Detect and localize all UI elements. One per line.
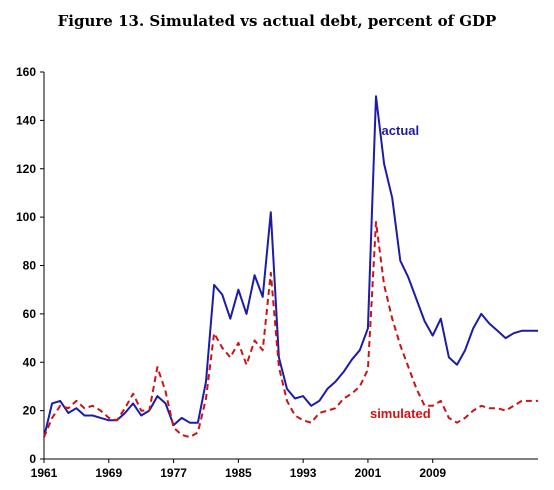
chart-title: Figure 13. Simulated vs actual debt, per… bbox=[57, 12, 497, 30]
series-labels: actual simulated bbox=[370, 123, 431, 421]
series-line-actual bbox=[43, 95, 538, 438]
x-tick-label: 1993 bbox=[290, 466, 317, 480]
y-tick-label: 140 bbox=[16, 113, 36, 127]
x-tick-label: 1969 bbox=[95, 466, 122, 480]
series-label-simulated: simulated bbox=[370, 406, 431, 421]
y-tick-label: 0 bbox=[29, 452, 36, 466]
series-label-actual: actual bbox=[382, 123, 420, 138]
x-tick-label: 1961 bbox=[31, 466, 58, 480]
y-tick-label: 160 bbox=[16, 65, 36, 79]
y-tick-label: 120 bbox=[16, 162, 36, 176]
x-tick-label: 2009 bbox=[419, 466, 446, 480]
x-tick-label: 1985 bbox=[225, 466, 252, 480]
y-tick-label: 100 bbox=[16, 210, 36, 224]
axes bbox=[40, 71, 538, 463]
x-tick-label: 2001 bbox=[355, 466, 382, 480]
series-line-simulated bbox=[43, 221, 538, 439]
x-tick-label: 1977 bbox=[160, 466, 187, 480]
y-tick-label: 20 bbox=[23, 404, 37, 418]
series-group bbox=[43, 95, 538, 439]
y-tick-label: 60 bbox=[23, 307, 37, 321]
tick-labels: 0 20 40 60 80 100 120 140 160 1961 1969 1977 1985 199… bbox=[16, 65, 446, 480]
y-tick-label: 40 bbox=[23, 355, 37, 369]
y-tick-label: 80 bbox=[23, 259, 37, 273]
